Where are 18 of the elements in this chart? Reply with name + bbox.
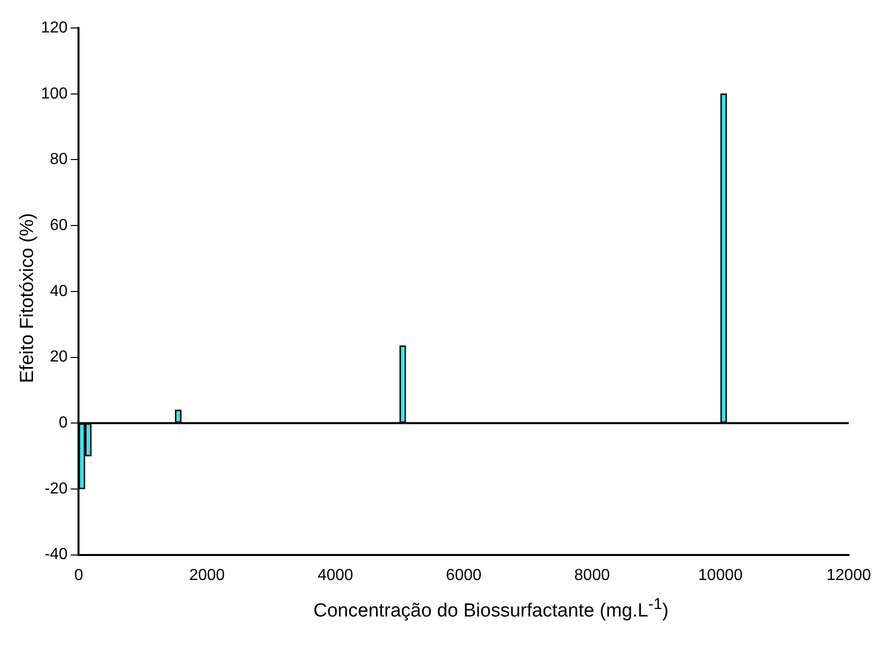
y-axis-title: Efeito Fitotóxico (%)	[17, 213, 39, 383]
x-tick-label: 0	[74, 566, 84, 584]
y-tick-label: 20	[50, 348, 68, 366]
y-tick-label: 40	[50, 282, 68, 300]
x-tick-label: 2000	[189, 566, 225, 584]
y-tick-label: 0	[58, 414, 68, 432]
y-tick-label: 60	[50, 216, 68, 234]
x-tick-label: 8000	[574, 566, 610, 584]
y-tick-label: -20	[44, 480, 68, 498]
y-tick-label: 80	[50, 151, 68, 168]
y-tick-label: 100	[40, 85, 68, 102]
y-tick-label: -40	[44, 546, 68, 564]
x-tick-label: 4000	[318, 566, 354, 584]
x-tick-label: 12000	[826, 566, 872, 584]
x-axis-title: Concentração do Biossurfactante (mg.L$^{-1}$)	[312, 596, 670, 622]
x-tick-label: 10000	[698, 566, 743, 584]
y-tick-label: 120	[40, 19, 68, 36]
x-tick-label: 6000	[446, 566, 482, 584]
